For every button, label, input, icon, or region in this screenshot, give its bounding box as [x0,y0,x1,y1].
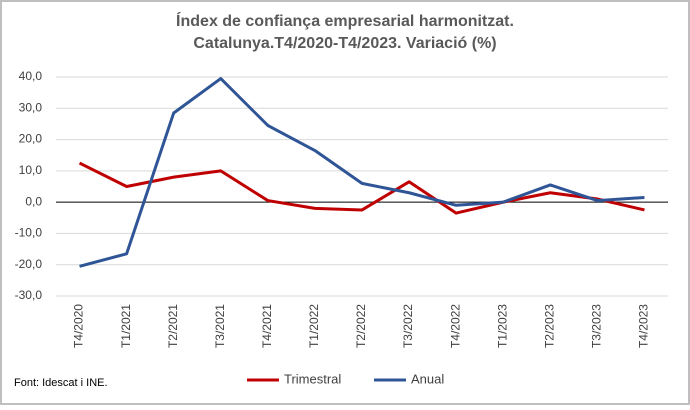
x-tick-label: T2/2023 [542,304,556,348]
source-note: Font: Idescat i INE. [14,377,108,389]
y-tick-label: -10,0 [15,226,43,240]
y-tick-label: 10,0 [19,163,43,177]
x-tick-label: T4/2021 [260,304,274,348]
legend-label: Anual [411,371,444,386]
y-tick-label: 0,0 [25,194,42,208]
chart-title: Catalunya.T4/2020-T4/2023. Variació (%) [193,35,496,52]
y-tick-label: 30,0 [19,100,43,114]
x-tick-label: T2/2022 [354,304,368,348]
y-tick-label: -20,0 [15,257,43,271]
legend-label: Trimestral [284,371,341,386]
y-tick-label: -30,0 [15,288,43,302]
x-tick-label: T4/2020 [72,304,86,348]
x-tick-label: T2/2021 [166,304,180,348]
x-tick-label: T4/2023 [637,304,651,348]
line-series [79,77,645,268]
y-tick-label: 40,0 [19,69,43,83]
x-tick-label: T4/2022 [448,304,462,348]
y-tick-label: 20,0 [19,132,43,146]
x-tick-label: T3/2022 [401,304,415,348]
x-tick-label: T1/2021 [119,304,133,348]
x-tick-label: T3/2021 [213,304,227,348]
chart-title: Índex de confiança empresarial harmonitz… [176,11,514,30]
x-tick-label: T1/2022 [307,304,321,348]
x-tick-label: T3/2023 [590,304,604,348]
x-tick-label: T1/2023 [495,304,509,348]
line-series [78,161,645,215]
